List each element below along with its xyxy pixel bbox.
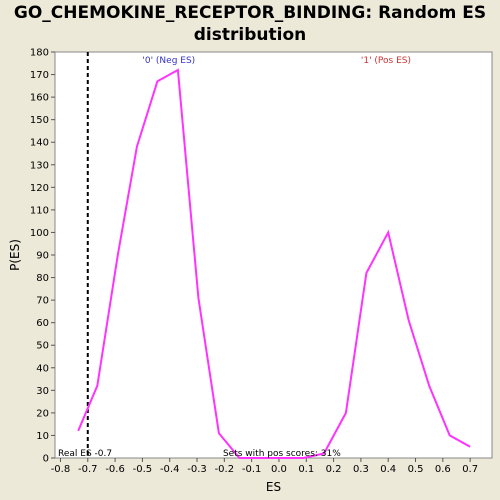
y-tick-label: 180 — [30, 48, 49, 59]
plot-area — [54, 51, 493, 459]
y-tick-label: 90 — [36, 251, 49, 262]
real-es-annotation: Real ES -0.7 — [58, 449, 112, 459]
y-tick-label: 70 — [36, 296, 49, 307]
chart-title-line1: GO_CHEMOKINE_RECEPTOR_BINDING: Random ES — [13, 3, 487, 23]
x-tick-label: 0.7 — [462, 464, 478, 475]
y-tick-label: 120 — [30, 183, 49, 194]
sets-pos-annotation: Sets with pos scores: 31% — [223, 449, 341, 459]
x-tick-label: 0.3 — [353, 464, 369, 475]
x-tick-label: 0.1 — [298, 464, 314, 475]
series-line — [77, 68, 471, 459]
y-tick-label: 110 — [30, 205, 49, 216]
y-tick-label: 150 — [30, 115, 49, 126]
x-tick-label: -0.5 — [133, 464, 153, 475]
neg-es-label: '0' (Neg ES) — [142, 56, 195, 66]
x-axis: -0.8 -0.7 -0.6 -0.5 -0.4 -0.3 -0.2 -0.1 0.0 0.1 0.… — [51, 458, 478, 475]
chart-title-line2: distribution — [193, 25, 307, 45]
y-tick-label: 140 — [30, 138, 49, 149]
chart-title: GO_CHEMOKINE_RECEPTOR_BINDING: Random ES… — [0, 2, 500, 46]
x-tick-label: -0.8 — [51, 464, 71, 475]
x-tick-label: -0.1 — [242, 464, 262, 475]
x-tick-label: 0.4 — [380, 464, 396, 475]
y-tick-label: 80 — [36, 273, 49, 284]
y-tick-label: 60 — [36, 318, 49, 329]
x-tick-label: -0.3 — [187, 464, 207, 475]
x-tick-label: 0.0 — [271, 464, 287, 475]
y-axis: 0 10 20 30 40 50 60 70 80 90 100 110 120 130 140 150 160… — [30, 48, 55, 465]
y-tick-label: 10 — [36, 431, 49, 442]
y-tick-label: 160 — [30, 93, 49, 104]
y-tick-label: 50 — [36, 341, 49, 352]
x-tick-label: -0.2 — [215, 464, 235, 475]
y-tick-label: 40 — [36, 363, 49, 374]
x-tick-label: -0.6 — [105, 464, 125, 475]
y-tick-label: 100 — [30, 228, 49, 239]
x-tick-label: 0.5 — [408, 464, 424, 475]
y-axis-label: P(ES) — [8, 239, 22, 271]
x-tick-label: -0.7 — [78, 464, 98, 475]
x-axis-label: ES — [266, 480, 281, 494]
x-tick-label: 0.6 — [435, 464, 451, 475]
y-tick-label: 20 — [36, 408, 49, 419]
y-tick-label: 0 — [43, 454, 49, 465]
y-tick-label: 30 — [36, 386, 49, 397]
y-tick-label: 130 — [30, 160, 49, 171]
pos-es-label: '1' (Pos ES) — [361, 56, 411, 66]
x-tick-label: -0.4 — [160, 464, 180, 475]
x-tick-label: 0.2 — [326, 464, 342, 475]
y-tick-label: 170 — [30, 70, 49, 81]
